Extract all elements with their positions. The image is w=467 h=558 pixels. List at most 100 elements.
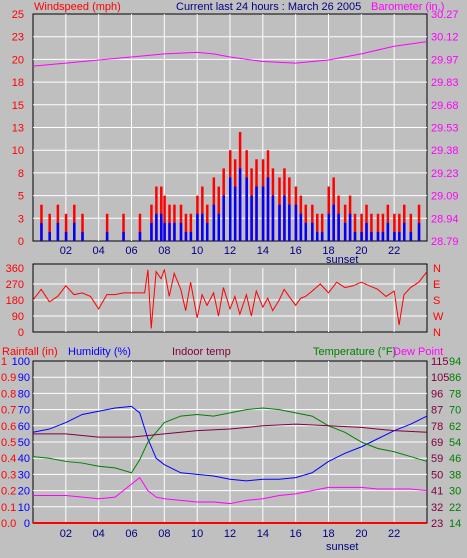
temperature-tick: 86 <box>449 372 461 384</box>
wind-bar <box>217 213 221 241</box>
compass-tick: N <box>433 263 441 275</box>
wind-bar <box>360 231 363 241</box>
wind-bar <box>64 231 68 241</box>
rainfall-axis-label: Rainfall (in) <box>2 346 58 358</box>
wind-bar <box>381 231 385 241</box>
wind-bar <box>212 204 216 241</box>
dewpoint-axis-label: Dew Point <box>393 346 443 358</box>
humidity-tick: 0 <box>24 518 30 530</box>
hour-tick: 08 <box>158 528 170 540</box>
direction-tick: 360 <box>6 263 24 275</box>
windspeed-tick: 20 <box>12 54 24 66</box>
compass-tick: S <box>433 295 440 307</box>
gust-bar <box>320 213 324 241</box>
gust-bar <box>184 213 188 241</box>
gust-bar <box>163 195 166 241</box>
sunset-label-1: sunset <box>326 254 358 266</box>
indoor-temp-tick: 96 <box>431 388 443 400</box>
wind-bar <box>403 222 406 241</box>
temperature-tick: 70 <box>449 405 461 417</box>
barometer-tick: 29.53 <box>431 123 459 135</box>
hour-tick: 06 <box>125 245 137 257</box>
humidity-tick: 70 <box>18 405 30 417</box>
wind-bar <box>229 177 232 241</box>
wind-direction-line <box>32 267 428 329</box>
compass-tick: W <box>433 311 444 323</box>
temp-humidity-panel: 0.0 0 23 140.1 10 32 220.2 20 41 300.3 30 50 380.4 40… <box>1 346 461 553</box>
wind-bar <box>316 231 319 241</box>
wind-bar <box>105 231 109 241</box>
temperature-tick: 22 <box>449 502 461 514</box>
rainfall-tick: 0.4 <box>1 453 16 465</box>
hour-tick: 06 <box>125 528 137 540</box>
hour-tick: 20 <box>355 245 367 257</box>
hour-tick: 02 <box>60 528 72 540</box>
wind-bar <box>163 222 166 241</box>
barometer-tick: 29.38 <box>431 145 459 157</box>
barometer-tick: 30.27 <box>431 9 459 21</box>
wind-bar <box>299 213 303 241</box>
barometer-tick: 29.83 <box>431 77 459 89</box>
barometer-tick: 29.68 <box>431 100 459 112</box>
rainfall-tick: 0.5 <box>1 437 16 449</box>
hour-tick: 18 <box>322 528 334 540</box>
wind-bar <box>304 222 308 241</box>
wind-bar <box>179 222 183 241</box>
wind-bar <box>73 222 76 241</box>
compass-tick: N <box>433 327 441 339</box>
wind-bar <box>189 231 193 241</box>
wind-bar <box>222 195 225 241</box>
gust-bar <box>376 213 380 241</box>
rainfall-tick: 0.7 <box>1 405 16 417</box>
humidity-tick: 100 <box>12 356 30 368</box>
wind-bar <box>278 204 281 241</box>
indoor-temp-tick: 87 <box>431 405 443 417</box>
humidity-line <box>32 405 428 482</box>
indoor-temp-tick: 50 <box>431 469 443 481</box>
wind-bar <box>238 168 242 241</box>
wind-bar <box>255 186 258 241</box>
rainfall-tick: 0.3 <box>1 469 16 481</box>
humidity-tick: 30 <box>18 469 30 481</box>
rainfall-tick: 0.2 <box>1 486 16 498</box>
wind-bar <box>150 222 153 241</box>
wind-bar <box>283 195 286 241</box>
panel3-series <box>32 405 428 524</box>
sunset-label-3: sunset <box>326 541 358 553</box>
wind-bar <box>196 213 199 241</box>
indoor-temp-tick: 23 <box>431 518 443 530</box>
wind-bar <box>245 177 248 241</box>
gust-bar <box>122 213 125 241</box>
hour-tick: 04 <box>93 528 105 540</box>
wind-bar <box>155 213 158 241</box>
dewpoint-line <box>33 476 428 505</box>
barometer-tick: 30.12 <box>431 32 459 44</box>
gust-bar <box>81 213 84 241</box>
indoor-temp-tick: 69 <box>431 437 443 449</box>
humidity-axis-label: Humidity (%) <box>68 346 131 358</box>
wind-bar <box>184 231 188 241</box>
gust-bar <box>393 213 396 241</box>
compass-tick: E <box>433 279 440 291</box>
wind-bar <box>201 213 204 241</box>
gust-bar <box>360 213 363 241</box>
wind-bar <box>250 195 253 241</box>
wind-bar <box>376 231 380 241</box>
wind-bar <box>386 222 390 241</box>
windspeed-tick: 5 <box>18 191 24 203</box>
windspeed-tick: 8 <box>18 168 24 180</box>
wind-bar <box>271 195 275 241</box>
wind-bar <box>48 231 51 241</box>
wind-bar <box>393 231 396 241</box>
temperature-tick: 46 <box>449 453 461 465</box>
gust-bar <box>105 213 109 241</box>
indoor-temp-tick: 41 <box>431 486 443 498</box>
direction-tick: 0 <box>18 327 24 339</box>
temperature-tick: 38 <box>449 469 461 481</box>
wind-bar <box>168 222 171 241</box>
wind-bar <box>266 177 270 241</box>
panel1-axes: 0 3 5 8 10 13 15 18 20 23 25 28.79 28.94 29.09 29.23 29… <box>12 9 459 257</box>
humidity-tick: 60 <box>18 421 30 433</box>
wind-bar <box>337 213 340 241</box>
